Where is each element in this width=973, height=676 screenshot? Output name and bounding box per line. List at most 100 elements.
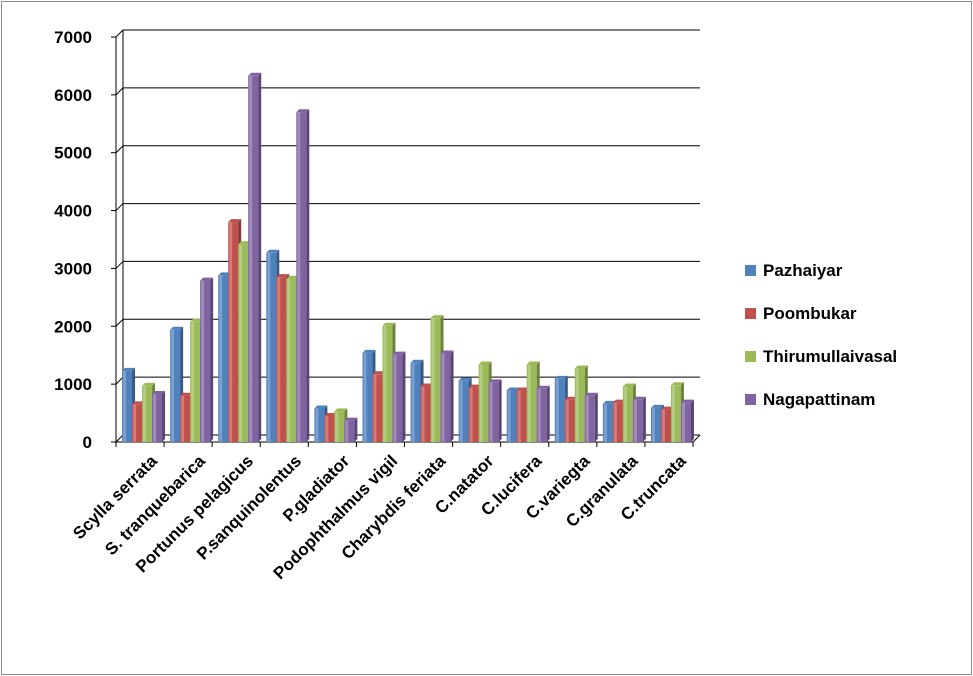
bar-front [392, 354, 403, 442]
bar-front [266, 252, 277, 442]
bar-side [594, 392, 598, 442]
bar-highlight [507, 390, 511, 442]
bar-front [536, 388, 547, 442]
bar-side [546, 385, 550, 442]
bars [122, 72, 694, 442]
bar [344, 417, 358, 442]
bar-highlight [201, 280, 205, 442]
bar-highlight [555, 378, 559, 442]
bar-side [258, 72, 262, 442]
bar-highlight [527, 364, 531, 442]
legend-label: Poombukar [763, 304, 857, 323]
bar-top [152, 390, 166, 394]
y-tick-label: 5000 [54, 144, 92, 163]
bar-top [574, 365, 588, 369]
bar-highlight [681, 402, 685, 442]
bar-front [344, 420, 355, 442]
bar-top [238, 241, 252, 245]
bar-highlight [565, 399, 569, 442]
bar-front [142, 385, 153, 442]
bar-top [488, 379, 502, 383]
bar-highlight [383, 325, 387, 442]
bar-top [564, 396, 578, 400]
bar-top [344, 417, 358, 421]
bar-front [276, 277, 287, 442]
bar-highlight [219, 275, 223, 442]
bar-side [498, 379, 502, 442]
bar-front [200, 280, 211, 442]
bar-top [200, 277, 214, 281]
bar-top [170, 326, 184, 330]
bar-front [218, 275, 229, 442]
bar-side [306, 109, 310, 442]
bar [392, 351, 406, 442]
bar-front [334, 411, 345, 442]
bar-highlight [277, 277, 281, 442]
bar-top [536, 385, 550, 389]
gridline-depth [115, 29, 124, 38]
y-tick-label: 3000 [54, 259, 92, 278]
bar-top [392, 351, 406, 355]
bar-front [564, 399, 575, 442]
y-tick-label: 4000 [54, 202, 92, 221]
bar-highlight [585, 395, 589, 442]
bar-highlight [671, 385, 675, 442]
floor-edge [692, 434, 701, 443]
bar-top [516, 387, 530, 391]
y-tick-label: 2000 [54, 317, 92, 336]
legend-label: Thirumullaivasal [763, 347, 897, 366]
bar-front [314, 408, 325, 442]
bar-highlight [287, 278, 291, 442]
legend-swatch [745, 394, 756, 405]
bar-top [142, 382, 156, 386]
bar-top [334, 408, 348, 412]
gridline-depth [115, 145, 124, 154]
bar-highlight [469, 387, 473, 442]
bar-highlight [181, 395, 185, 442]
bar-top [660, 406, 674, 410]
bar-top [276, 274, 290, 278]
bar-top [650, 404, 664, 408]
bar-highlight [123, 370, 127, 442]
bar-top [458, 377, 472, 381]
bar-top [430, 315, 444, 319]
bar-highlight [411, 362, 415, 442]
bar-top [190, 318, 204, 322]
bar-front [660, 409, 671, 442]
bar-highlight [363, 352, 367, 442]
bar-highlight [479, 364, 483, 442]
y-tick-label: 0 [83, 433, 92, 452]
bar-top [478, 361, 492, 365]
bar [200, 277, 214, 442]
bar-front [152, 393, 163, 442]
bar-front [650, 407, 661, 442]
bar [248, 72, 262, 442]
gridline-depth [115, 87, 124, 96]
bar [296, 109, 310, 442]
bar-highlight [229, 222, 233, 442]
bar-highlight [345, 420, 349, 442]
bar-highlight [575, 368, 579, 442]
bar-front [584, 395, 595, 442]
bar-front [382, 325, 393, 442]
bar-highlight [315, 408, 319, 442]
bar-front [680, 402, 691, 442]
legend-swatch [745, 265, 756, 276]
bar-top [286, 275, 300, 279]
bar-highlight [153, 393, 157, 442]
bar-top [248, 72, 262, 76]
bar-top [440, 350, 454, 354]
bar-front [622, 386, 633, 442]
bar [440, 350, 454, 442]
bar-top [122, 367, 136, 371]
bar-front [612, 402, 623, 442]
y-tick-label: 6000 [54, 86, 92, 105]
bar-highlight [373, 374, 377, 442]
bar-top [554, 375, 568, 379]
bar-side [642, 396, 646, 442]
bar [152, 390, 166, 442]
gridline-depth [115, 376, 124, 385]
bar-top [526, 361, 540, 365]
